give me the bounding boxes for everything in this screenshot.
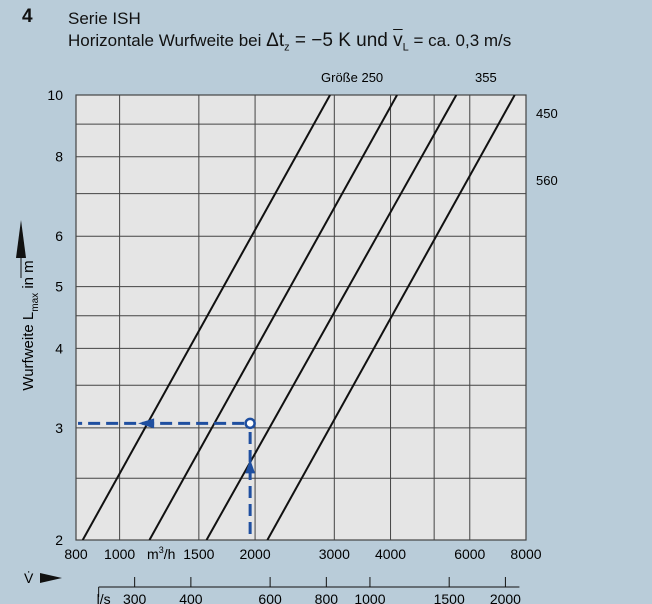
figure-title: Serie ISH Horizontale Wurfweite bei Δtz … [68,8,511,58]
x-tick-label: 800 [64,546,88,562]
delta-symbol: Δ [266,30,279,51]
y-tick-label: 3 [55,420,63,436]
title-condition-prefix: Horizontale Wurfweite bei [68,31,267,50]
series-label-355: 355 [475,70,497,85]
secondary-x-tick-label: 400 [179,591,203,604]
x-tick-label: 8000 [510,546,541,562]
secondary-x-tick-label: 2000 [490,591,521,604]
series-label-250: Größe 250 [321,70,383,85]
figure-number: 4 [22,6,33,27]
y-tick-label: 10 [47,87,63,103]
x-tick-label: 4000 [375,546,406,562]
x-unit-label: m3/h [147,545,175,562]
x-tick-label: 3000 [319,546,350,562]
velocity-variable: v [393,30,403,51]
plot-area [75,94,527,541]
example-up-arrow-icon [245,459,256,474]
example-left-arrow-icon [138,418,155,429]
x-tick-label: 1500 [183,546,214,562]
temperature-condition: = −5 K und [289,30,394,51]
velocity-condition: = ca. 0,3 m/s [408,31,512,50]
x-tick-label: 1000 [104,546,135,562]
y-tick-label: 2 [55,532,63,548]
secondary-unit-label: l/s [97,591,111,604]
secondary-x-tick-label: 800 [315,591,339,604]
example-point-marker [244,417,256,430]
velocity-subscript: L [402,41,409,54]
y-tick-label: 8 [55,149,63,165]
secondary-x-tick-label: 1000 [354,591,385,604]
secondary-x-tick-label: 600 [258,591,282,604]
flow-rate-symbol: V̇ [24,570,34,586]
y-tick-label: 5 [55,279,63,295]
temperature-subscript: z [284,41,290,54]
flow-rate-arrow-icon [40,573,62,583]
secondary-x-tick-label: 1500 [434,591,465,604]
series-label-560: 560 [536,173,558,188]
y-tick-label: 4 [55,340,63,356]
x-tick-label: 6000 [454,546,485,562]
temperature-variable: t [278,30,285,51]
grid [75,94,527,541]
y-axis-arrow-icon [16,220,26,258]
series-label-450: 450 [536,106,558,121]
secondary-x-tick-label: 300 [123,591,147,604]
example-reading [78,417,256,534]
y-tick-label: 6 [55,228,63,244]
title-series: Serie ISH [68,9,141,28]
title-condition: Horizontale Wurfweite bei Δtz = −5 K und… [68,30,511,58]
series-line-355 [148,95,398,540]
y-axis-label: Wurfweite Lmax in m [20,260,41,390]
series-line-560 [266,95,516,540]
axis-labels: 800 1000 1500 2000 3000 4000 6000 8000m3/h23456… [16,70,558,604]
series-line-250 [81,95,331,540]
x-tick-label: 2000 [239,546,270,562]
